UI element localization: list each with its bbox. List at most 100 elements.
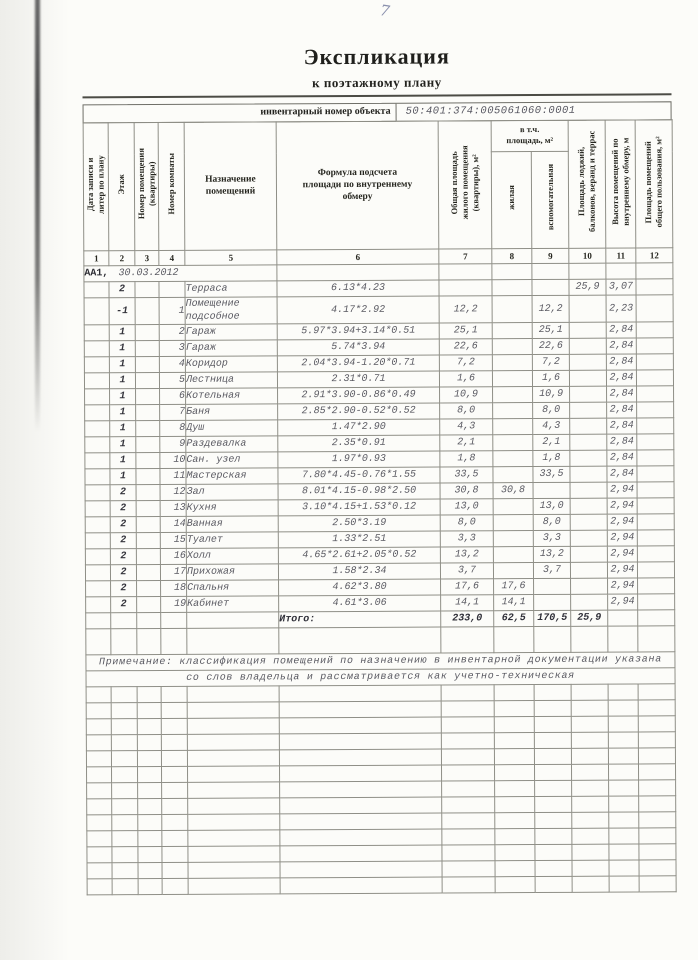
empty-cell bbox=[279, 845, 442, 862]
terrace-area-cell bbox=[569, 338, 607, 355]
common-area-cell bbox=[636, 294, 674, 322]
empty-cell bbox=[187, 701, 280, 719]
empty-grid-row bbox=[85, 625, 675, 655]
aux-area-cell: 3,3 bbox=[533, 530, 571, 547]
date-cell bbox=[85, 580, 111, 597]
apartment-cell bbox=[135, 356, 160, 373]
floor-cell: 2 bbox=[108, 281, 136, 298]
empty-cell bbox=[161, 830, 188, 847]
empty-cell bbox=[638, 779, 676, 796]
empty-cell bbox=[188, 861, 281, 879]
column-number: 9 bbox=[531, 248, 569, 264]
living-area-cell bbox=[492, 386, 533, 403]
empty-cell bbox=[441, 780, 495, 798]
totals-label: Итого: bbox=[278, 611, 441, 628]
height-cell: 2,84 bbox=[606, 465, 638, 483]
empty-cell bbox=[112, 862, 139, 879]
height-cell: 2,94 bbox=[607, 497, 638, 515]
total-area-cell bbox=[438, 279, 493, 297]
height-cell: 2,84 bbox=[606, 417, 637, 435]
empty-cell bbox=[608, 795, 639, 813]
empty-cell bbox=[438, 263, 492, 281]
empty-cell bbox=[111, 846, 139, 863]
col-header-floor: Этаж bbox=[108, 122, 135, 251]
empty-cell bbox=[137, 750, 162, 767]
apartment-cell bbox=[135, 468, 161, 485]
room-name-cell: Коридор bbox=[185, 355, 278, 373]
aux-area-cell: 10,9 bbox=[532, 386, 570, 403]
floor-cell: 2 bbox=[110, 516, 137, 533]
empty-cell bbox=[494, 780, 535, 797]
empty-cell bbox=[571, 716, 609, 733]
empty-cell bbox=[86, 798, 112, 815]
empty-cell bbox=[87, 878, 113, 895]
aux-area-cell bbox=[531, 279, 570, 296]
empty-cell bbox=[571, 796, 609, 813]
common-area-cell bbox=[637, 513, 675, 530]
empty-cell bbox=[86, 766, 112, 783]
date-cell bbox=[85, 532, 111, 549]
living-area-cell: 30,8 bbox=[493, 482, 534, 499]
inventory-value: 50:401:374:005061060:0001 bbox=[405, 104, 576, 118]
room-name-cell: Зал bbox=[186, 483, 279, 501]
empty-cell bbox=[534, 812, 572, 829]
height-cell: 2,84 bbox=[606, 353, 637, 371]
height-cell: 2,84 bbox=[606, 433, 637, 451]
empty-cell bbox=[571, 780, 609, 797]
total-area-cell: 22,6 bbox=[439, 338, 493, 356]
empty-cell bbox=[494, 684, 535, 701]
floor-cell: 1 bbox=[109, 420, 136, 437]
empty-cell bbox=[534, 716, 572, 733]
empty-cell bbox=[441, 764, 495, 782]
empty-cell bbox=[638, 747, 676, 764]
room-number-cell: 17 bbox=[160, 564, 187, 581]
empty-cell bbox=[161, 766, 188, 783]
empty-cell bbox=[276, 264, 439, 281]
empty-cell bbox=[608, 731, 639, 749]
empty-cell bbox=[111, 766, 138, 783]
height-cell: 2,94 bbox=[607, 545, 638, 563]
empty-cell bbox=[494, 716, 535, 733]
room-name-cell: Спальня bbox=[186, 579, 279, 597]
apartment-cell bbox=[134, 281, 160, 298]
floor-cell: 2 bbox=[110, 596, 137, 613]
formula-cell: 2.91*3.90-0.86*0.49 bbox=[277, 387, 440, 404]
common-area-cell bbox=[637, 545, 675, 562]
empty-cell bbox=[137, 734, 162, 751]
apartment-cell bbox=[135, 420, 160, 437]
empty-cell bbox=[608, 811, 639, 829]
empty-cell bbox=[494, 732, 535, 749]
explication-table: Дата записи и литер по плану Этаж Номер … bbox=[83, 119, 677, 895]
totals-aux-area: 170,5 bbox=[533, 610, 571, 627]
empty-cell bbox=[86, 734, 112, 751]
height-cell: 2,84 bbox=[606, 449, 637, 467]
terrace-area-cell bbox=[569, 402, 607, 419]
formula-cell: 2.50*3.19 bbox=[278, 515, 441, 532]
room-number-cell: 18 bbox=[160, 580, 187, 597]
terrace-area-cell bbox=[569, 354, 607, 371]
empty-cell bbox=[137, 846, 163, 863]
floor-cell: 2 bbox=[110, 500, 137, 517]
empty-cell bbox=[279, 781, 442, 798]
empty-cell bbox=[608, 763, 639, 781]
formula-cell: 4.17*2.92 bbox=[277, 296, 440, 324]
empty-grid-row bbox=[87, 875, 677, 895]
col-header-total-area: Общая площадь жилого помещения (квартиры… bbox=[438, 120, 492, 250]
formula-cell: 1.97*0.93 bbox=[277, 451, 440, 468]
empty-cell bbox=[534, 732, 572, 749]
empty-cell bbox=[162, 878, 189, 895]
empty-cell bbox=[279, 733, 442, 750]
common-area-cell bbox=[637, 481, 675, 498]
date-cell bbox=[84, 436, 110, 453]
date-cell bbox=[85, 500, 111, 517]
terrace-area-cell bbox=[570, 546, 608, 563]
empty-cell bbox=[493, 626, 534, 653]
empty-cell bbox=[86, 718, 112, 735]
empty-cell bbox=[111, 702, 138, 719]
aux-area-cell: 8,0 bbox=[533, 514, 571, 531]
column-number: 1 bbox=[83, 250, 109, 266]
date-cell bbox=[83, 281, 110, 298]
empty-cell bbox=[609, 859, 640, 877]
empty-cell bbox=[137, 766, 162, 783]
